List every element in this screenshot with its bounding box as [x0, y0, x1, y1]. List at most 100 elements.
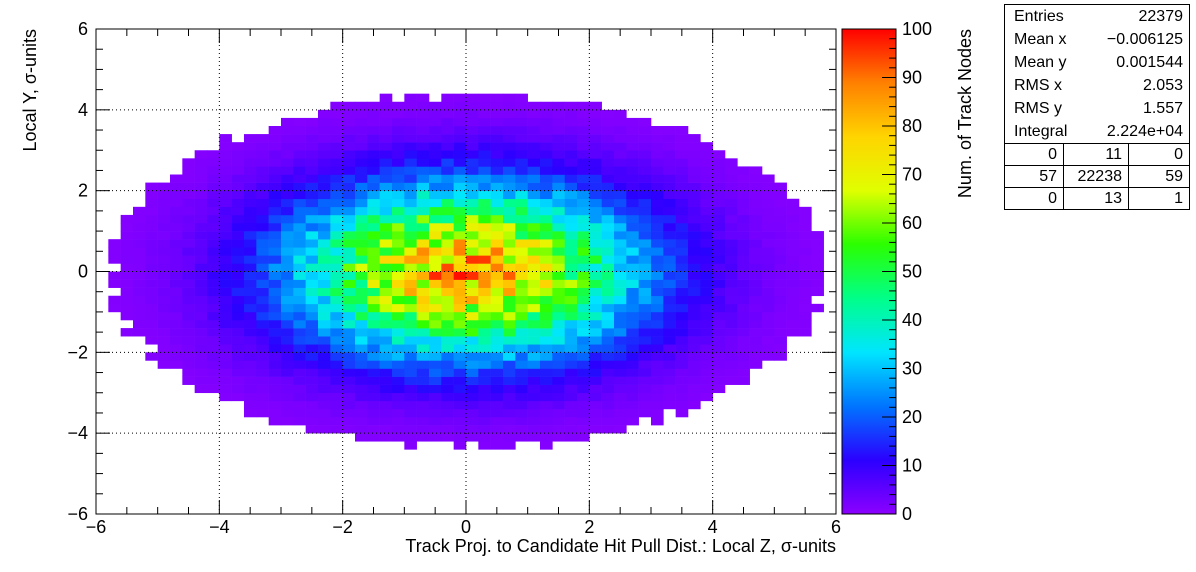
- heatmap-cell: [503, 287, 516, 297]
- heatmap-cell: [145, 295, 158, 305]
- heatmap-cell: [564, 344, 578, 353]
- heatmap-cell: [281, 303, 294, 313]
- heatmap-cell: [564, 247, 578, 256]
- heatmap-cell: [490, 223, 504, 232]
- heatmap-cell: [478, 109, 491, 119]
- heatmap-cell: [490, 271, 504, 280]
- heatmap-cell: [638, 174, 652, 183]
- heatmap-cell: [478, 247, 491, 256]
- heatmap-cell: [675, 206, 689, 216]
- heatmap-cell: [429, 134, 442, 143]
- colorbar-tick-label: 40: [902, 310, 922, 330]
- heatmap-cell: [478, 198, 491, 208]
- heatmap-cell: [515, 109, 528, 119]
- heatmap-cell: [552, 352, 565, 361]
- heatmap-cell: [305, 166, 319, 175]
- heatmap-cell: [392, 174, 405, 183]
- heatmap-cell: [700, 174, 713, 183]
- heatmap-cell: [133, 239, 146, 248]
- heatmap-cell: [293, 344, 306, 353]
- heatmap-cell: [293, 182, 306, 191]
- heatmap-cell: [318, 425, 331, 434]
- heatmap-cell: [367, 417, 380, 426]
- heatmap-cell: [453, 150, 467, 159]
- heatmap-cell: [737, 344, 750, 353]
- heatmap-cell: [244, 295, 257, 305]
- heatmap-cell: [157, 190, 171, 200]
- heatmap-cell: [749, 190, 763, 200]
- heatmap-cell: [589, 368, 602, 377]
- heatmap-cell: [342, 117, 356, 127]
- heatmap-cell: [392, 360, 405, 369]
- heatmap-cell: [231, 239, 245, 248]
- heatmap-cell: [207, 303, 220, 313]
- heatmap-cell: [564, 263, 578, 272]
- heatmap-cell: [786, 287, 800, 297]
- heatmap-cell: [577, 109, 590, 119]
- heatmap-cell: [737, 376, 750, 385]
- heatmap-cell: [404, 182, 417, 191]
- heatmap-cell: [182, 214, 195, 224]
- heatmap-cell: [466, 408, 479, 418]
- heatmap-cell: [157, 231, 171, 240]
- heatmap-cell: [379, 206, 393, 216]
- heatmap-cell: [737, 247, 750, 256]
- heatmap-cell: [564, 101, 578, 111]
- heatmap-cell: [281, 158, 294, 167]
- heatmap-cell: [108, 303, 121, 313]
- heatmap-cell: [601, 295, 615, 305]
- heatmap-cell: [762, 223, 775, 232]
- heatmap-cell: [589, 303, 602, 313]
- heatmap-cell: [515, 231, 528, 240]
- heatmap-cell: [281, 231, 294, 240]
- heatmap-cell: [725, 231, 738, 240]
- heatmap-cell: [404, 368, 417, 377]
- heatmap-cell: [725, 271, 738, 280]
- heatmap-cell: [330, 142, 343, 151]
- heatmap-cell: [552, 384, 565, 394]
- heatmap-cell: [614, 328, 627, 337]
- heatmap-cell: [256, 150, 269, 159]
- heatmap-cell: [601, 408, 615, 418]
- heatmap-cell: [330, 174, 343, 183]
- heatmap-cell: [367, 311, 380, 321]
- heatmap-cell: [157, 271, 171, 280]
- heatmap-cell: [318, 376, 331, 385]
- heatmap-cell: [182, 376, 195, 385]
- heatmap-cell: [503, 368, 516, 377]
- heatmap-cell: [379, 117, 393, 127]
- heatmap-cell: [762, 328, 775, 337]
- x-tick-label: −2: [332, 517, 353, 537]
- heatmap-cell: [441, 134, 454, 143]
- heatmap-cell: [429, 433, 442, 442]
- heatmap-cell: [379, 101, 393, 111]
- heatmap-cell: [589, 174, 602, 183]
- heatmap-cell: [552, 101, 565, 111]
- heatmap-cell: [614, 239, 627, 248]
- heatmap-cell: [601, 263, 615, 272]
- heatmap-cell: [416, 433, 430, 442]
- heatmap-cell: [688, 190, 701, 200]
- heatmap-cell: [749, 320, 763, 329]
- heatmap-cell: [194, 231, 208, 240]
- heatmap-cell: [342, 182, 356, 191]
- heatmap-cell: [737, 352, 750, 361]
- heatmap-cell: [342, 303, 356, 313]
- heatmap-cell: [725, 255, 738, 264]
- heatmap-cell: [268, 392, 282, 402]
- heatmap-cell: [577, 384, 590, 394]
- heatmap-cell: [379, 150, 393, 159]
- heatmap-cell: [577, 239, 590, 248]
- heatmap-cell: [762, 182, 775, 191]
- heatmap-cell: [379, 279, 393, 288]
- colorbar-tick-label: 0: [902, 504, 912, 524]
- heatmap-cell: [515, 344, 528, 353]
- heatmap-cell: [601, 247, 615, 256]
- heatmap-cell: [268, 400, 282, 410]
- heatmap-cell: [281, 247, 294, 256]
- heatmap-cell: [231, 206, 245, 216]
- heatmap-cell: [293, 408, 306, 418]
- heatmap-cell: [330, 271, 343, 280]
- heatmap-cell: [540, 384, 553, 394]
